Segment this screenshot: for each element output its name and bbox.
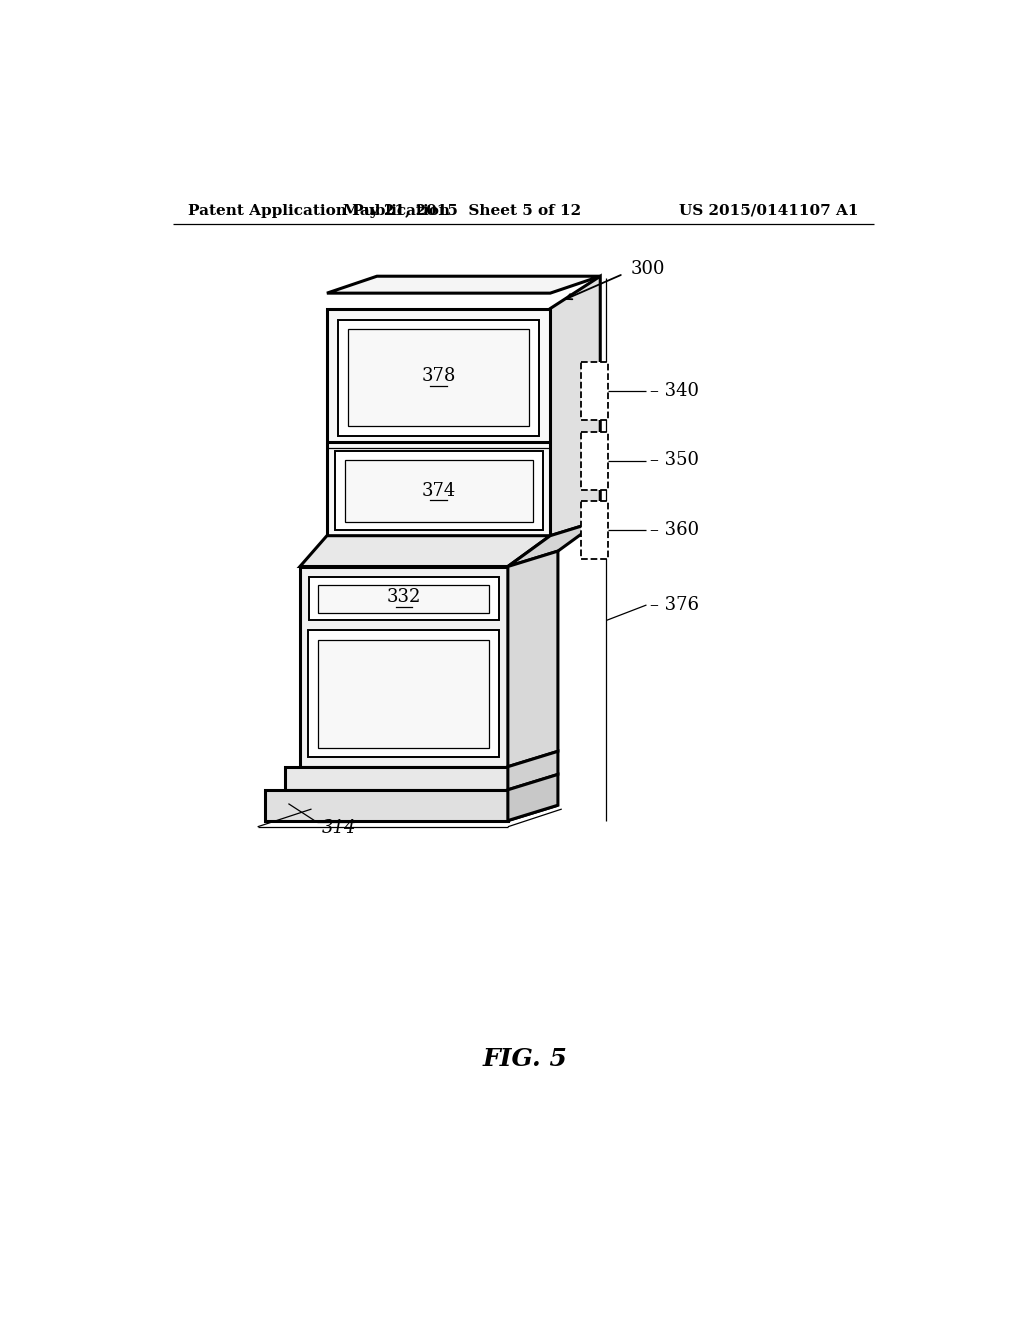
Polygon shape bbox=[508, 775, 558, 821]
Text: 332: 332 bbox=[387, 589, 421, 606]
Polygon shape bbox=[300, 566, 508, 767]
Polygon shape bbox=[345, 461, 532, 521]
Polygon shape bbox=[327, 309, 550, 536]
Polygon shape bbox=[265, 805, 558, 821]
Polygon shape bbox=[339, 321, 539, 436]
Polygon shape bbox=[508, 520, 600, 566]
Polygon shape bbox=[581, 502, 608, 558]
Polygon shape bbox=[550, 276, 600, 536]
Polygon shape bbox=[327, 276, 600, 293]
Polygon shape bbox=[318, 585, 489, 612]
Polygon shape bbox=[348, 330, 528, 426]
Text: – 350: – 350 bbox=[650, 451, 699, 469]
Text: May 21, 2015  Sheet 5 of 12: May 21, 2015 Sheet 5 of 12 bbox=[343, 203, 581, 218]
Polygon shape bbox=[300, 536, 550, 566]
Polygon shape bbox=[317, 640, 488, 748]
Text: US 2015/0141107 A1: US 2015/0141107 A1 bbox=[679, 203, 858, 218]
Polygon shape bbox=[335, 451, 543, 531]
Polygon shape bbox=[285, 767, 508, 789]
Text: FIG. 5: FIG. 5 bbox=[482, 1047, 567, 1072]
Text: 314: 314 bbox=[322, 820, 356, 837]
Text: – 376: – 376 bbox=[650, 597, 699, 614]
Polygon shape bbox=[508, 552, 558, 767]
Polygon shape bbox=[307, 631, 499, 758]
Polygon shape bbox=[581, 363, 608, 420]
Polygon shape bbox=[265, 789, 508, 821]
Polygon shape bbox=[508, 751, 558, 789]
Text: Patent Application Publication: Patent Application Publication bbox=[188, 203, 451, 218]
Text: – 340: – 340 bbox=[650, 381, 699, 400]
Polygon shape bbox=[309, 577, 499, 620]
Text: 300: 300 bbox=[631, 260, 666, 277]
Text: 374: 374 bbox=[422, 482, 456, 500]
Text: – 360: – 360 bbox=[650, 520, 699, 539]
Polygon shape bbox=[581, 432, 608, 490]
Text: 378: 378 bbox=[421, 367, 456, 385]
